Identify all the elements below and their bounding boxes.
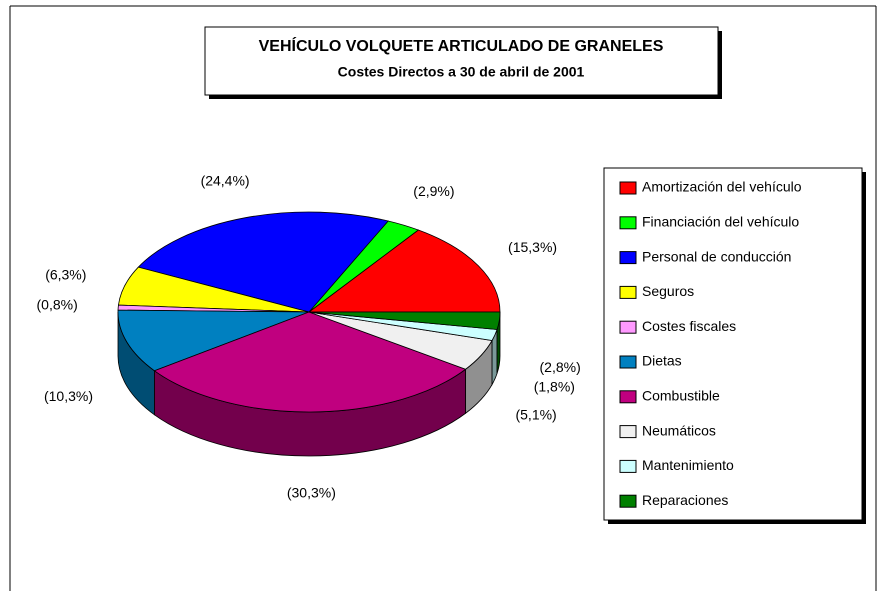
legend-label: Mantenimiento (642, 457, 734, 473)
legend-swatch (619, 459, 637, 473)
slice (153, 311, 467, 413)
legend-swatch (619, 216, 637, 230)
legend-swatch (619, 285, 637, 299)
slice (308, 311, 501, 330)
value-label: (2,8%) (540, 359, 581, 375)
legend-swatch (619, 251, 637, 265)
legend-label: Neumáticos (642, 422, 716, 438)
legend-swatch (619, 425, 637, 439)
legend-swatch (619, 320, 637, 334)
title-box (204, 26, 719, 96)
legend-box (603, 167, 863, 521)
slice (307, 229, 501, 313)
value-label: (24,4%) (201, 173, 250, 189)
value-label: (2,9%) (413, 183, 454, 199)
value-label: (15,3%) (508, 239, 557, 255)
legend-label: Costes fiscales (642, 318, 736, 334)
legend-label: Combustible (642, 388, 720, 404)
chart-title: VEHÍCULO VOLQUETE ARTICULADO DE GRANELES (259, 36, 664, 55)
slice (137, 211, 389, 313)
legend-label: Reparaciones (642, 492, 728, 508)
value-label: (30,3%) (287, 485, 336, 501)
legend-label: Dietas (642, 353, 682, 369)
value-label: (1,8%) (534, 378, 575, 394)
legend-swatch (619, 355, 637, 369)
legend-label: Amortización del vehículo (642, 179, 802, 195)
value-label: (0,8%) (37, 297, 78, 313)
legend-swatch (619, 181, 637, 195)
legend-label: Seguros (642, 283, 694, 299)
value-label: (6,3%) (45, 266, 86, 282)
slice (117, 309, 310, 372)
legend-swatch (619, 494, 637, 508)
value-label: (5,1%) (515, 407, 556, 423)
legend-label: Financiación del vehículo (642, 214, 799, 230)
legend-label: Personal de conducción (642, 248, 791, 264)
value-label: (10,3%) (44, 388, 93, 404)
legend-swatch (619, 390, 637, 404)
chart-subtitle: Costes Directos a 30 de abril de 2001 (338, 64, 585, 80)
